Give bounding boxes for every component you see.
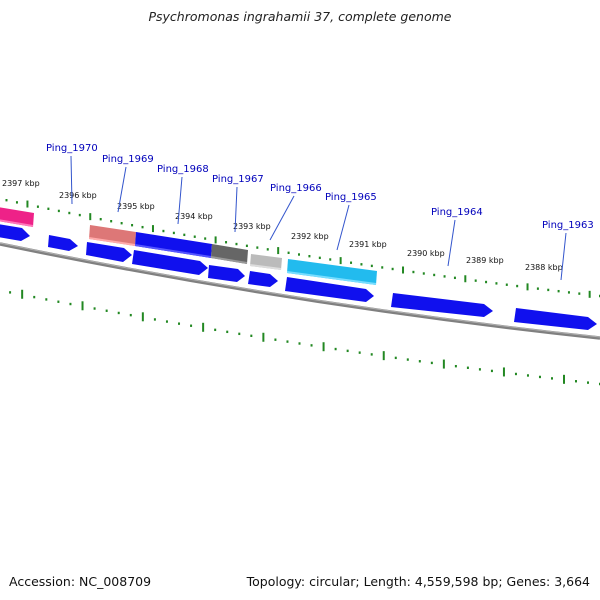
gene-pointer-line bbox=[336, 204, 350, 251]
kbp-label: 2388 kbp bbox=[525, 263, 563, 272]
kbp-label: 2391 kbp bbox=[349, 240, 387, 249]
feature-arrow[interactable] bbox=[48, 235, 78, 251]
feature-highlight bbox=[287, 271, 376, 285]
feature-arrow[interactable] bbox=[132, 250, 208, 275]
gene-label[interactable]: Ping_1968 bbox=[157, 164, 209, 175]
gene-pointer-line bbox=[177, 176, 183, 225]
feature-arrow[interactable] bbox=[86, 242, 132, 262]
feature-ping-1969[interactable] bbox=[89, 225, 136, 246]
gene-label[interactable]: Ping_1965 bbox=[325, 192, 377, 203]
gene-pointer-line bbox=[269, 195, 295, 241]
feature-ping-1968[interactable] bbox=[135, 232, 212, 258]
kbp-label: 2397 kbp bbox=[2, 179, 40, 188]
gene-label[interactable]: Ping_1963 bbox=[542, 220, 594, 231]
feature-track-inner bbox=[0, 224, 597, 330]
feature-highlight bbox=[250, 264, 281, 270]
kbp-label: 2394 kbp bbox=[175, 212, 213, 221]
outer-tick-ring bbox=[5, 198, 600, 298]
feature-arrow[interactable] bbox=[391, 293, 493, 317]
inner-tick-ring bbox=[9, 289, 600, 386]
feature-ping-1965[interactable] bbox=[287, 259, 377, 285]
gene-label[interactable]: Ping_1967 bbox=[212, 174, 264, 185]
gene-label[interactable]: Ping_1970 bbox=[46, 143, 98, 154]
topology-label: Topology: circular; Length: 4,559,598 bp… bbox=[246, 574, 590, 589]
gene-pointer-line bbox=[70, 155, 73, 205]
gene-label[interactable]: Ping_1964 bbox=[431, 207, 483, 218]
feature-track-outer bbox=[0, 207, 377, 285]
kbp-scale-labels: 2397 kbp 2396 kbp 2395 kbp 2394 kbp 2393 kbp… bbox=[2, 179, 563, 272]
feature-arrow[interactable] bbox=[514, 308, 597, 330]
gene-label[interactable]: Ping_1969 bbox=[102, 154, 154, 165]
kbp-label: 2395 kbp bbox=[117, 202, 155, 211]
feature-arrow[interactable] bbox=[0, 224, 30, 241]
kbp-label: 2393 kbp bbox=[233, 222, 271, 231]
gene-pointer-line bbox=[117, 166, 127, 213]
gene-label[interactable]: Ping_1966 bbox=[270, 183, 322, 194]
kbp-label: 2389 kbp bbox=[466, 256, 504, 265]
feature-arrow[interactable] bbox=[285, 277, 374, 302]
kbp-label: 2392 kbp bbox=[291, 232, 329, 241]
kbp-label: 2390 kbp bbox=[407, 249, 445, 258]
gene-pointer-line bbox=[560, 232, 567, 281]
gene-pointer-line bbox=[447, 219, 456, 267]
kbp-label: 2396 kbp bbox=[59, 191, 97, 200]
feature-highlight bbox=[211, 256, 247, 264]
gene-pointer-line bbox=[234, 186, 238, 233]
feature-highlight bbox=[135, 244, 211, 258]
map-title: Psychromonas ingrahamii 37, complete gen… bbox=[148, 9, 452, 24]
feature-arrow[interactable] bbox=[208, 265, 245, 282]
feature-highlight bbox=[89, 237, 135, 246]
genome-backbone bbox=[0, 242, 600, 340]
genome-backbone-highlight bbox=[0, 242, 600, 338]
feature-arrow[interactable] bbox=[248, 271, 278, 287]
accession-label: Accession: NC_008709 bbox=[9, 574, 152, 589]
feature-block bbox=[0, 219, 33, 227]
